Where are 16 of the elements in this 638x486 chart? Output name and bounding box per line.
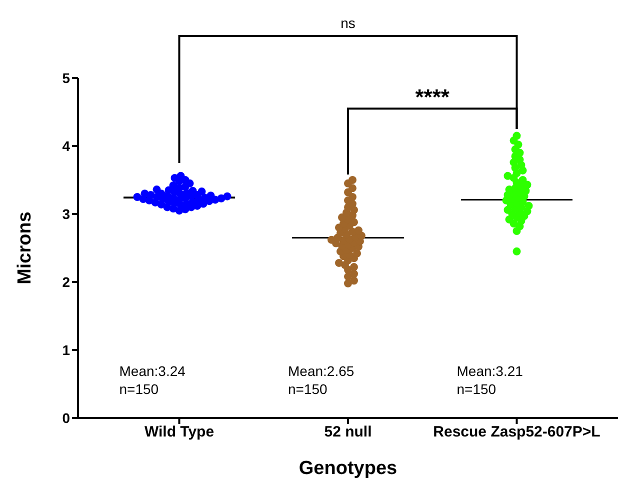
y-tick-label: 4 bbox=[62, 138, 70, 154]
x-tick-label: 52 null bbox=[324, 424, 372, 441]
y-tick-label: 1 bbox=[62, 342, 70, 358]
text: ns bbox=[340, 15, 356, 31]
x-axis-title: Genotypes bbox=[298, 458, 398, 479]
annotation: **** bbox=[415, 84, 450, 110]
annotation: Mean:2.65 n=150 bbox=[288, 362, 354, 397]
x-tick-label: Rescue Zasp52-607P>L bbox=[433, 424, 600, 441]
y-tick-label: 2 bbox=[62, 274, 70, 290]
y-axis-title: Microns bbox=[14, 212, 36, 284]
y-tick-label: 5 bbox=[62, 70, 70, 86]
y-tick-label: 0 bbox=[62, 410, 70, 426]
x-tick-label: Wild Type bbox=[144, 424, 214, 441]
y-tick-label: 3 bbox=[62, 206, 70, 222]
annotation: Mean:3.24 n=150 bbox=[119, 362, 186, 397]
annotation: Mean:3.21 n=150 bbox=[456, 362, 524, 397]
